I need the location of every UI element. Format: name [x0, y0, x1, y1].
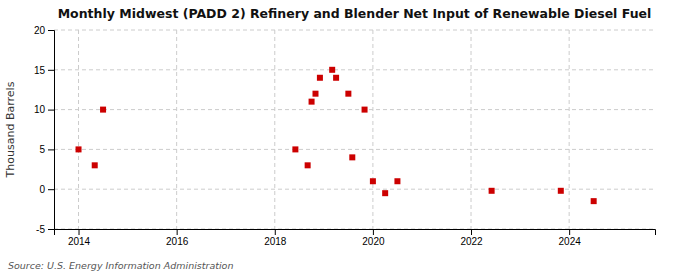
grid-line	[569, 30, 570, 229]
point	[312, 91, 318, 97]
point	[100, 107, 106, 113]
y-tick-label: 10	[34, 104, 46, 115]
grid-line	[54, 69, 655, 70]
point	[489, 188, 495, 194]
point	[349, 154, 355, 160]
y-tick-mark	[48, 30, 54, 31]
y-tick: 20	[34, 25, 54, 36]
y-tick: 15	[34, 65, 54, 76]
x-tick-label: 2018	[264, 236, 287, 247]
point	[309, 99, 315, 105]
x-tick-mark	[177, 229, 178, 235]
grid-line	[54, 149, 655, 150]
x-tick-label: 2014	[68, 236, 91, 247]
grid-line	[372, 30, 373, 229]
y-tick-label: 20	[34, 25, 46, 36]
point	[558, 188, 564, 194]
point	[382, 190, 388, 196]
points	[76, 67, 597, 204]
y-tick-label: 0	[39, 184, 45, 195]
plot: 2014 2016 2018 2020 2022 2024 -5 0 5 10 15 20	[34, 25, 656, 247]
x-tick-label: 2022	[460, 236, 483, 247]
grid-line	[78, 30, 79, 229]
point	[305, 162, 311, 168]
y-tick: 5	[39, 144, 54, 155]
chart: 2014 2016 2018 2020 2022 2024 -5 0 5 10 15 20 Monthl…	[0, 0, 675, 275]
y-tick: 0	[39, 184, 54, 195]
grid-line	[54, 189, 655, 190]
x-tick: 2016	[166, 229, 189, 247]
x-axis-line	[55, 230, 656, 236]
y-tick-label: 5	[39, 144, 45, 155]
point	[317, 75, 323, 81]
grid	[54, 30, 655, 229]
y-tick-mark	[48, 110, 54, 111]
title: Monthly Midwest (PADD 2) Refinery and Bl…	[58, 6, 652, 21]
y-axis: -5 0 5 10 15 20	[34, 25, 55, 235]
x-tick: 2022	[460, 229, 483, 247]
point	[76, 146, 82, 152]
x-tick: 2024	[559, 229, 582, 247]
point	[591, 198, 597, 204]
x-tick-mark	[471, 229, 472, 235]
point	[292, 146, 298, 152]
y-tick-mark	[48, 149, 54, 150]
point	[333, 75, 339, 81]
y-axis-title: Thousand Barrels	[4, 81, 17, 178]
source: Source: U.S. Energy Information Administ…	[8, 260, 233, 271]
point	[362, 107, 368, 113]
grid-line	[54, 30, 655, 31]
x-tick-label: 2020	[362, 236, 385, 247]
x-tick: 2014	[68, 229, 91, 247]
y-tick-mark	[48, 70, 54, 71]
grid-line	[471, 30, 472, 229]
grid-line	[54, 109, 655, 110]
x-axis: 2014 2016 2018 2020 2022 2024	[55, 229, 656, 247]
grid-line	[274, 30, 275, 229]
y-tick: 10	[34, 104, 54, 115]
y-tick-label: -5	[36, 224, 45, 235]
point	[370, 178, 376, 184]
y-axis-line	[48, 31, 55, 230]
point	[92, 162, 98, 168]
x-tick-mark	[373, 229, 374, 235]
x-tick-mark	[275, 229, 276, 235]
y-tick-mark	[48, 229, 54, 230]
point	[329, 67, 335, 73]
x-tick: 2018	[264, 229, 287, 247]
x-tick-label: 2016	[166, 236, 189, 247]
point	[394, 178, 400, 184]
y-tick: -5	[36, 224, 54, 235]
y-tick-mark	[48, 189, 54, 190]
x-tick-mark	[79, 229, 80, 235]
x-tick: 2020	[362, 229, 385, 247]
grid-line	[176, 30, 177, 229]
x-tick-mark	[569, 229, 570, 235]
x-tick-label: 2024	[559, 236, 582, 247]
y-tick-label: 15	[34, 65, 46, 76]
point	[345, 91, 351, 97]
